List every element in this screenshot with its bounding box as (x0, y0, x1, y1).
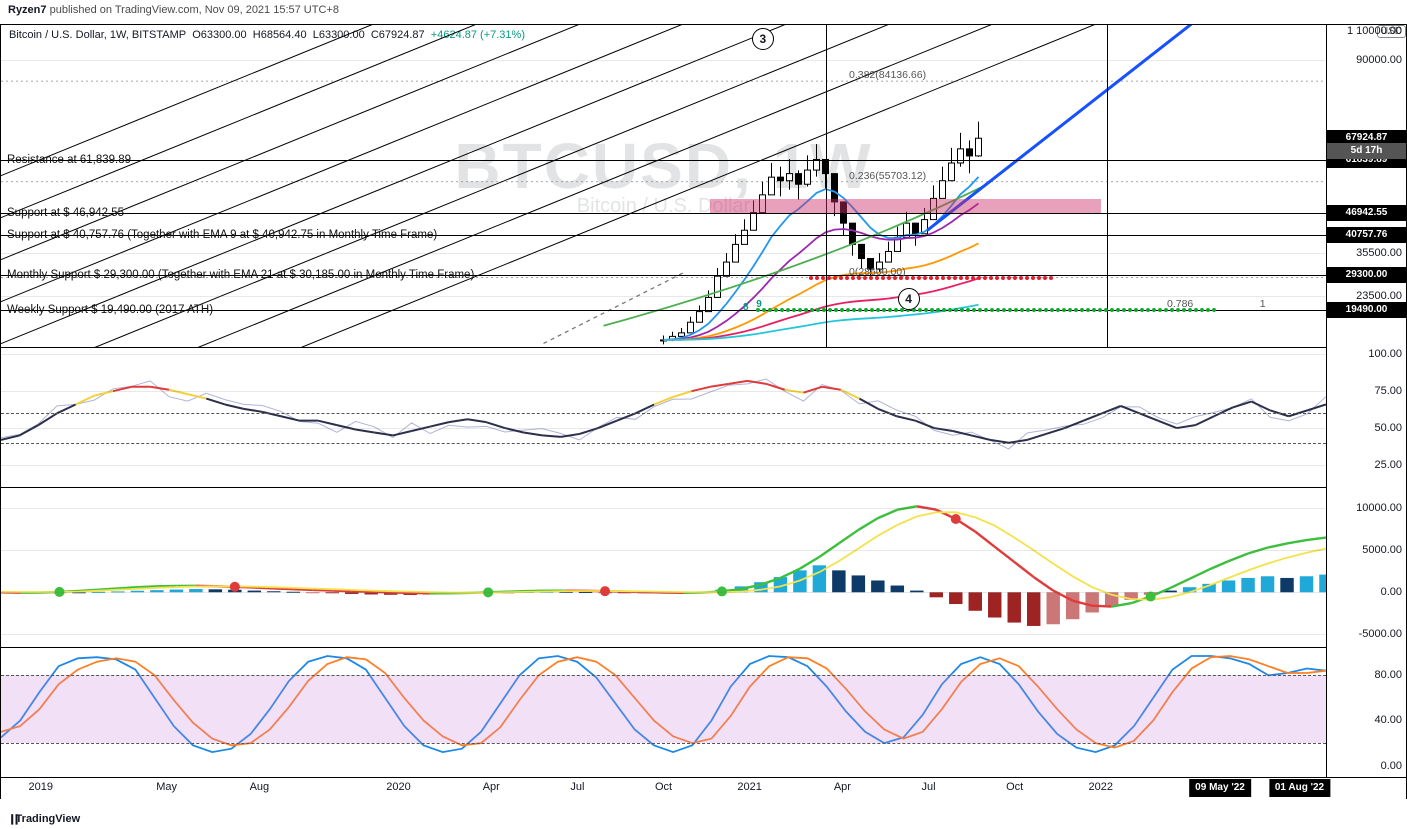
dotted-level[interactable] (809, 276, 1101, 280)
elliott-label[interactable]: 3 (752, 28, 774, 50)
supply-zone[interactable] (710, 199, 1101, 212)
price-tag: 29300.00 (1327, 267, 1406, 283)
price-tag: 19490.00 (1327, 302, 1406, 318)
time-tick: 2021 (737, 781, 761, 793)
stoch-band (1, 675, 1326, 743)
level-label: Weekly Support $ 19,490.00 (2017 ATH) (7, 304, 213, 316)
time-tick: Jul (921, 781, 935, 793)
time-tag: 01 Aug '22 (1269, 779, 1330, 797)
time-tag: 09 May '22 (1189, 779, 1251, 797)
time-tick: Oct (655, 781, 672, 793)
level-line[interactable] (1, 160, 1326, 161)
tradingview-logo: TradingView (8, 813, 80, 825)
price-tag: 40757.76 (1327, 227, 1406, 243)
publish-header: Ryzen7 published on TradingView.com, Nov… (0, 0, 1407, 20)
macd-pane[interactable]: 10000.005000.000.00-5000.00 (1, 487, 1406, 647)
elliott-label[interactable]: 4 (898, 288, 920, 310)
time-tick: Oct (1006, 781, 1023, 793)
time-tick: 2020 (386, 781, 410, 793)
time-tick: Jul (570, 781, 584, 793)
fib-label: 0.382(84136.66) (849, 69, 926, 81)
countdown-tag: 5d 17h (1327, 143, 1406, 159)
time-tick: 2022 (1089, 781, 1113, 793)
fib-label: 0.236(55703.12) (849, 170, 926, 182)
time-tick: Apr (483, 781, 500, 793)
stoch-axis[interactable]: 80.0040.000.00 (1326, 647, 1406, 777)
macd-axis[interactable]: 10000.005000.000.00-5000.00 (1326, 487, 1406, 647)
level-label: Resistance at 61,839.89 (7, 154, 131, 166)
level-label: Support at $ 46,942.55 (7, 207, 124, 219)
chart-container: BTCUSD, 1W Bitcoin / U.S. Dollar Bitcoin… (0, 24, 1407, 799)
price-axis[interactable]: USD 1 10000.0090000.0035500.0023500.0067… (1326, 25, 1406, 347)
count-label: 9 (756, 299, 762, 310)
vertical-line[interactable] (826, 25, 827, 347)
rsi-pane[interactable]: 100.0075.0050.0025.00 (1, 347, 1406, 487)
dotted-level[interactable] (756, 308, 1299, 312)
vertical-line[interactable] (1107, 25, 1108, 347)
time-axis[interactable]: 2019 May Aug 2020 Apr Jul Oct 2021 Apr Jul Oct 2022… (1, 777, 1406, 799)
time-tick: Apr (834, 781, 851, 793)
price-tag: 46942.55 (1327, 205, 1406, 221)
level-label: Monthly Support $ 29,300.00 (Together wi… (7, 269, 474, 281)
count-label: 8 (743, 302, 749, 313)
main-pane[interactable]: BTCUSD, 1W Bitcoin / U.S. Dollar Bitcoin… (1, 25, 1406, 347)
time-tick: 2019 (29, 781, 53, 793)
time-tick: May (156, 781, 177, 793)
level-line[interactable] (1, 213, 1326, 214)
stoch-pane[interactable]: 80.0040.000.00 (1, 647, 1406, 777)
level-label: Support at $ 40,757.76 (Together with EM… (7, 229, 437, 241)
rsi-axis[interactable]: 100.0075.0050.0025.00 (1326, 347, 1406, 487)
time-tick: Aug (250, 781, 270, 793)
